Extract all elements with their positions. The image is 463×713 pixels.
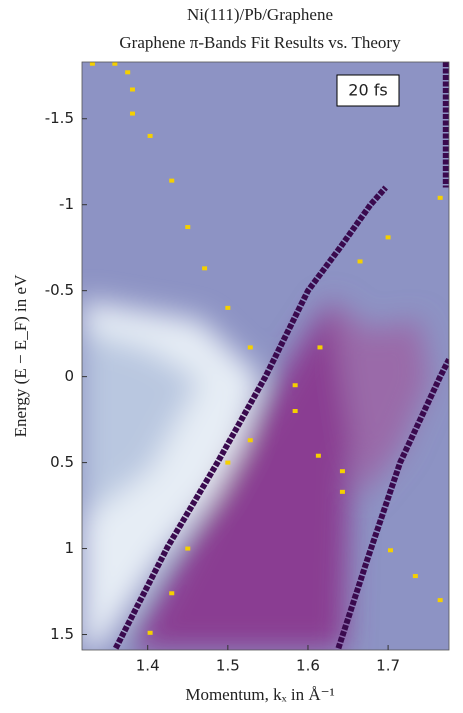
chart-subtitle: Graphene π-Bands Fit Results vs. Theory (119, 33, 401, 52)
y-tick-label: 1 (64, 539, 74, 557)
marker (169, 178, 175, 183)
bright-region (82, 330, 200, 520)
y-tick-label: -1 (59, 195, 74, 213)
marker (225, 305, 231, 310)
y-tick-label: -0.5 (45, 281, 74, 299)
y-tick-label: -1.5 (45, 109, 74, 127)
chart-title: Ni(111)/Pb/Graphene (187, 5, 333, 24)
y-tick-label: 0 (64, 367, 74, 385)
marker (292, 409, 298, 414)
x-tick-label: 1.4 (136, 657, 160, 675)
y-axis-label: Energy (E − E_F) in eV (11, 274, 30, 437)
marks (89, 62, 449, 650)
band-line (335, 358, 449, 650)
marker (412, 574, 418, 579)
x-tick-label: 1.6 (296, 657, 320, 675)
marker (357, 259, 363, 264)
marker (388, 548, 394, 553)
annotation: 20 fs (348, 81, 387, 100)
marker (315, 453, 321, 458)
marker (317, 345, 323, 350)
x-tick-label: 1.5 (216, 657, 240, 675)
marker (112, 62, 118, 66)
marker (185, 546, 191, 551)
purple-region (130, 300, 360, 650)
heatmap (82, 62, 449, 650)
marker (339, 469, 345, 474)
y-tick-label: 0.5 (50, 453, 74, 471)
marker (339, 489, 345, 494)
marker (125, 70, 131, 75)
marker (247, 438, 253, 443)
marker (437, 195, 443, 200)
purple-region (330, 300, 430, 500)
marker (437, 598, 443, 603)
marker (147, 630, 153, 635)
x-tick-label: 1.7 (376, 657, 400, 675)
marker (292, 383, 298, 388)
marker (247, 345, 253, 350)
marker (185, 225, 191, 230)
marker (129, 111, 135, 116)
marker (225, 460, 231, 465)
x-axis-label: Momentum, kₓ in Å⁻¹ (185, 685, 334, 704)
marker (147, 133, 153, 138)
plot-frame (81, 61, 450, 651)
annotation-box (336, 74, 400, 107)
marker (89, 62, 95, 66)
band-line (113, 185, 388, 650)
marker (385, 235, 391, 240)
marker (202, 266, 208, 271)
y-tick-label: 1.5 (50, 625, 74, 643)
marker (129, 87, 135, 92)
marker (169, 591, 175, 596)
